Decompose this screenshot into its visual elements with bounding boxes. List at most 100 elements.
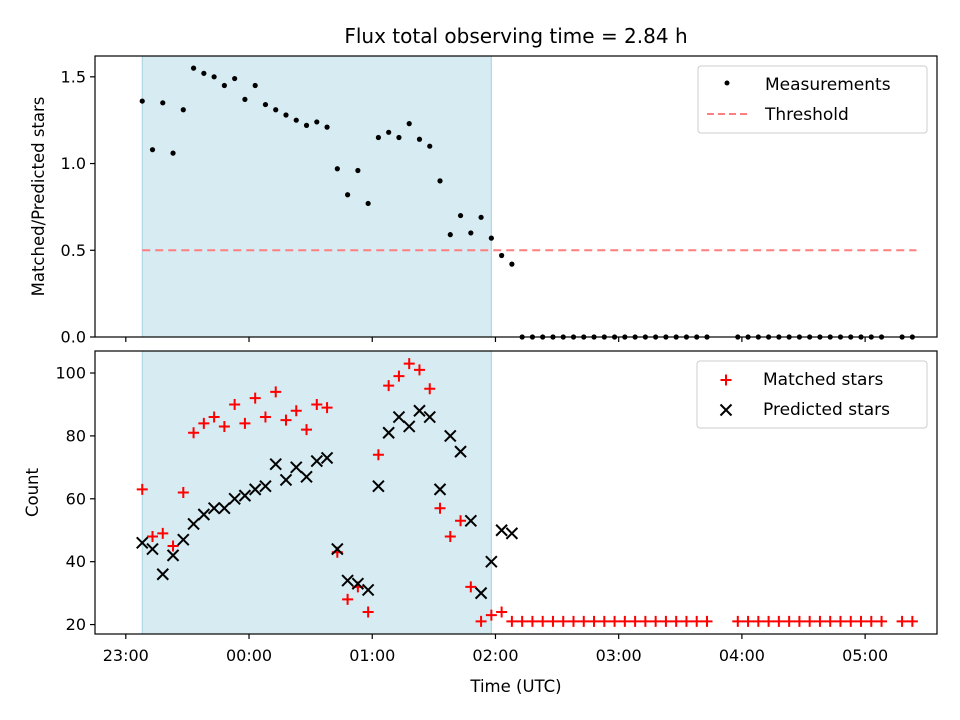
matched-star-point bbox=[537, 615, 549, 627]
predicted-star-point bbox=[290, 461, 303, 474]
matched-star-point bbox=[506, 615, 518, 627]
predicted-star-point bbox=[454, 445, 467, 458]
top-y-axis-label: Matched/Predicted stars bbox=[29, 97, 48, 297]
measurement-point bbox=[314, 119, 320, 125]
matched-star-point bbox=[557, 615, 569, 627]
matched-star-point bbox=[270, 386, 282, 398]
bottom-panel-frame bbox=[94, 350, 938, 635]
predicted-star-point bbox=[177, 533, 190, 546]
matched-star-point bbox=[167, 540, 179, 552]
predicted-star-point bbox=[403, 420, 416, 433]
matched-star-point bbox=[475, 615, 487, 627]
measurement-point bbox=[447, 232, 453, 238]
matched-star-point bbox=[876, 615, 888, 627]
measurement-point bbox=[149, 147, 156, 153]
measurement-point bbox=[375, 134, 382, 141]
legend-predicted-marker bbox=[719, 403, 733, 417]
measurement-point bbox=[416, 136, 423, 142]
predicted-star-point bbox=[413, 404, 426, 417]
predicted-star-point bbox=[495, 524, 508, 537]
measurement-point bbox=[160, 100, 166, 106]
measurement-point bbox=[139, 98, 145, 104]
matched-star-point bbox=[342, 593, 354, 605]
predicted-star-point bbox=[269, 457, 282, 471]
legend-matched-marker bbox=[720, 374, 732, 386]
matched-star-point bbox=[598, 615, 610, 627]
matched-star-point bbox=[804, 615, 816, 627]
predicted-star-point bbox=[300, 470, 313, 483]
matched-star-point bbox=[424, 383, 436, 395]
measurement-point bbox=[211, 74, 217, 80]
predicted-star-point bbox=[474, 586, 488, 600]
matched-star-point bbox=[824, 615, 836, 627]
bottom-y-axis-label: Count bbox=[23, 467, 42, 517]
legend-threshold-label: Threshold bbox=[764, 105, 849, 125]
legend-cross-glyph bbox=[719, 403, 733, 417]
matched-star-point bbox=[434, 502, 446, 514]
predicted-star-point bbox=[187, 517, 200, 531]
matched-star-point bbox=[547, 615, 559, 627]
predicted-star-point bbox=[136, 536, 149, 550]
bottom-panel: 20 40 60 80 100 23:00 00:00 01:00 02:00 03:00 04:… bbox=[23, 350, 938, 696]
measurement-point bbox=[499, 252, 505, 259]
top-panel-frame bbox=[94, 55, 938, 338]
predicted-star-point bbox=[341, 574, 354, 587]
predicted-star-point bbox=[505, 527, 519, 540]
chart-title: Flux total observing time = 2.84 h bbox=[344, 24, 687, 48]
matched-star-point bbox=[157, 527, 169, 539]
matched-star-point bbox=[773, 615, 785, 627]
matched-star-point bbox=[198, 417, 210, 429]
matched-star-point bbox=[290, 405, 302, 417]
measurement-point bbox=[190, 65, 197, 71]
measurement-point bbox=[509, 261, 515, 267]
matched-star-point bbox=[814, 615, 826, 627]
measurement-point bbox=[273, 107, 279, 113]
measurement-point bbox=[437, 178, 443, 184]
matched-star-point bbox=[896, 615, 908, 627]
matched-star-point bbox=[229, 398, 241, 410]
bottom-legend: Matched stars Predicted stars bbox=[696, 360, 928, 429]
measurement-point bbox=[396, 134, 402, 141]
predicted-star-point bbox=[444, 429, 457, 443]
legend-predicted-label: Predicted stars bbox=[763, 400, 890, 420]
matched-star-point bbox=[321, 402, 333, 414]
matched-star-point bbox=[136, 483, 148, 495]
matched-star-point bbox=[578, 615, 590, 627]
matched-star-point bbox=[660, 615, 672, 627]
legend-matched-label: Matched stars bbox=[763, 370, 883, 390]
predicted-star-point bbox=[351, 577, 365, 590]
xtick-label: 03:00 bbox=[596, 646, 642, 665]
measurement-point bbox=[488, 235, 494, 241]
measurement-point bbox=[221, 82, 227, 89]
matched-stars-points bbox=[136, 358, 918, 627]
measurement-point bbox=[324, 124, 330, 130]
measurement-point bbox=[355, 167, 361, 174]
matched-star-point bbox=[372, 449, 384, 461]
matched-star-point bbox=[680, 615, 692, 627]
matched-star-point bbox=[403, 358, 415, 370]
predicted-star-point bbox=[372, 480, 385, 493]
bottom-ytick-label: 40 bbox=[66, 552, 86, 571]
matched-star-point bbox=[301, 424, 313, 436]
matched-star-point bbox=[763, 615, 775, 627]
matched-star-point bbox=[496, 606, 508, 618]
matched-star-point bbox=[732, 615, 744, 627]
predicted-star-point bbox=[382, 426, 395, 439]
predicted-star-point bbox=[320, 451, 334, 465]
xtick-label: 01:00 bbox=[349, 646, 395, 665]
matched-star-point bbox=[455, 515, 467, 527]
predicted-star-point bbox=[259, 480, 272, 493]
bottom-x-ticks: 23:00 00:00 01:00 02:00 03:00 04:00 05:00 bbox=[103, 634, 888, 665]
matched-star-point bbox=[249, 392, 261, 404]
predicted-star-point bbox=[279, 473, 293, 487]
matched-star-point bbox=[639, 615, 651, 627]
matched-star-point bbox=[188, 427, 200, 439]
matched-star-point bbox=[783, 615, 795, 627]
matched-star-point bbox=[906, 615, 918, 627]
measurement-point bbox=[303, 122, 310, 128]
measurement-point bbox=[468, 230, 474, 236]
measurement-point bbox=[232, 75, 238, 82]
measurement-point bbox=[201, 70, 207, 76]
matched-star-point bbox=[609, 615, 621, 627]
measurement-point bbox=[406, 121, 412, 127]
